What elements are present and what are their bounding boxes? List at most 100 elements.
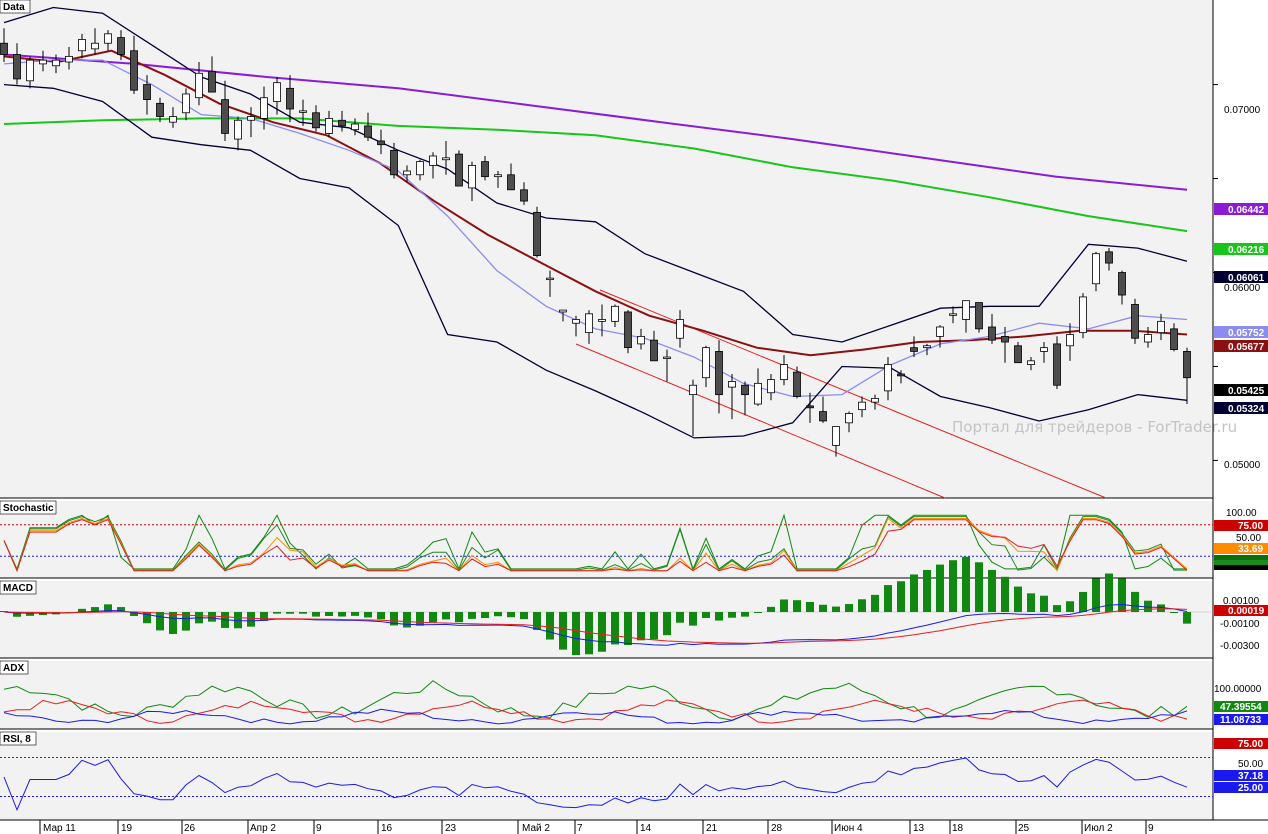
price-tag-bg bbox=[1214, 203, 1268, 215]
macd-histogram-bar bbox=[1170, 612, 1178, 613]
price-tag-bg bbox=[1214, 340, 1268, 352]
candle-body bbox=[624, 311, 632, 349]
candle-body bbox=[390, 149, 398, 176]
candle-body bbox=[286, 87, 294, 110]
candle-body bbox=[455, 153, 463, 187]
macd-histogram-bar bbox=[91, 607, 99, 612]
x-tick-label: 25 bbox=[1018, 823, 1030, 834]
rsi-tag-bg bbox=[1214, 782, 1268, 793]
macd-histogram-bar bbox=[468, 612, 476, 619]
candle-body bbox=[1170, 328, 1178, 350]
macd-histogram-bar bbox=[1144, 600, 1152, 612]
x-tick-label: Апр 2 bbox=[250, 823, 276, 834]
macd-histogram-bar bbox=[585, 612, 593, 655]
candle-body bbox=[689, 384, 697, 396]
candle-body bbox=[702, 347, 710, 379]
price-tick-label: 0.06000 bbox=[1224, 283, 1261, 294]
candle-body bbox=[195, 72, 203, 99]
price-tag-label: 0.05324 bbox=[1228, 404, 1265, 415]
macd-histogram-bar bbox=[715, 612, 723, 621]
macd-histogram-bar bbox=[663, 612, 671, 636]
candle-body bbox=[1131, 304, 1139, 339]
price-tag-bg bbox=[1214, 243, 1268, 255]
macd-histogram-bar bbox=[624, 612, 632, 646]
candle-body bbox=[572, 319, 580, 324]
macd-histogram-bar bbox=[1027, 593, 1035, 612]
candle-body bbox=[741, 384, 749, 396]
candle-body bbox=[884, 364, 892, 392]
rsi-tag-label: 37.18 bbox=[1238, 771, 1263, 782]
macd-histogram-bar bbox=[533, 612, 541, 630]
candle-body bbox=[962, 300, 970, 320]
macd-histogram-bar bbox=[936, 564, 944, 612]
candle-body bbox=[1053, 343, 1061, 386]
candle-body bbox=[104, 33, 112, 44]
macd-histogram-bar bbox=[247, 612, 255, 627]
macd-histogram-bar bbox=[520, 612, 528, 620]
candle-body bbox=[351, 123, 359, 131]
rsi-line bbox=[3, 757, 1188, 812]
stochastic-panel bbox=[0, 501, 1213, 578]
candle-body bbox=[1118, 272, 1126, 296]
candle-body bbox=[728, 381, 736, 388]
candle-body bbox=[559, 309, 567, 313]
candle-body bbox=[546, 277, 554, 281]
price-tag-label: 0.05425 bbox=[1228, 386, 1265, 397]
candle-body bbox=[754, 382, 762, 405]
macd-histogram-bar bbox=[1157, 604, 1165, 612]
macd-histogram-bar bbox=[1014, 586, 1022, 612]
candle-body bbox=[494, 174, 502, 178]
x-tick-label: 9 bbox=[316, 823, 322, 834]
macd-histogram-bar bbox=[403, 612, 411, 628]
adx-panel-title: ADX bbox=[3, 663, 24, 674]
candle-body bbox=[871, 397, 879, 403]
candle-body bbox=[845, 413, 853, 424]
rsi-tag-label: 25.00 bbox=[1238, 783, 1263, 794]
macd-histogram-bar bbox=[923, 569, 931, 612]
macd-histogram-bar bbox=[390, 612, 398, 626]
candle-body bbox=[1040, 347, 1048, 352]
macd-histogram-bar bbox=[1092, 578, 1100, 612]
candle-body bbox=[442, 157, 450, 161]
macd-histogram-bar bbox=[741, 612, 749, 617]
candle-body bbox=[0, 42, 8, 55]
macd-histogram-bar bbox=[572, 612, 580, 656]
candle-body bbox=[520, 189, 528, 202]
macd-histogram-bar bbox=[416, 612, 424, 626]
candle-body bbox=[26, 59, 34, 82]
macd-histogram-bar bbox=[962, 556, 970, 612]
candle-body bbox=[1014, 345, 1022, 364]
adx-line bbox=[3, 680, 1188, 721]
macd-histogram-bar bbox=[637, 612, 645, 641]
rsi-panel bbox=[0, 732, 1213, 820]
stochastic-tag-label: 75.00 bbox=[1238, 521, 1263, 532]
x-tick-label: 9 bbox=[1148, 823, 1154, 834]
stochastic-tag-bg bbox=[1214, 520, 1268, 531]
macd-histogram-bar bbox=[689, 612, 697, 626]
candle-body bbox=[182, 93, 190, 114]
macd-histogram-bar bbox=[442, 612, 450, 620]
candle-body bbox=[312, 112, 320, 129]
candle-body bbox=[533, 211, 541, 256]
candle-body bbox=[416, 161, 424, 176]
macd-histogram-bar bbox=[1131, 591, 1139, 612]
macd-tick-label: 0.00100 bbox=[1223, 596, 1260, 607]
macd-histogram-bar bbox=[507, 612, 515, 618]
price-tag-label: 0.06442 bbox=[1228, 205, 1265, 216]
macd-histogram-bar bbox=[1001, 576, 1009, 612]
macd-histogram-bar bbox=[377, 612, 385, 620]
macd-histogram-bar bbox=[819, 604, 827, 612]
x-tick-label: Мар 11 bbox=[43, 823, 76, 834]
candle-body bbox=[325, 117, 333, 134]
x-tick-label: 14 bbox=[640, 823, 652, 834]
macd-histogram-bar bbox=[1040, 595, 1048, 612]
macd-histogram-bar bbox=[169, 612, 177, 634]
x-tick-label: 23 bbox=[445, 823, 457, 834]
candle-body bbox=[949, 313, 957, 316]
candle-body bbox=[299, 110, 307, 113]
macd-panel bbox=[0, 581, 1213, 658]
macd-histogram-bar bbox=[208, 612, 216, 622]
bollinger-band bbox=[3, 83, 1188, 439]
candle-body bbox=[481, 161, 489, 178]
macd-histogram-bar bbox=[767, 606, 775, 612]
